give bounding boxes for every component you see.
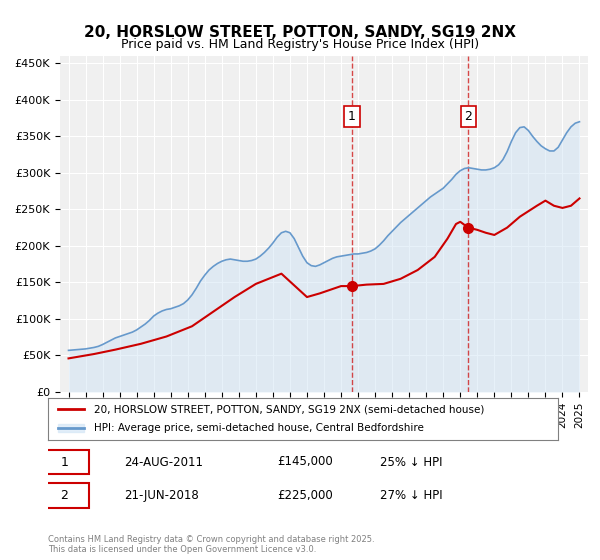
Text: 2: 2 (61, 489, 68, 502)
Text: 25% ↓ HPI: 25% ↓ HPI (380, 455, 442, 469)
Text: 20, HORSLOW STREET, POTTON, SANDY, SG19 2NX: 20, HORSLOW STREET, POTTON, SANDY, SG19 … (84, 25, 516, 40)
Text: £145,000: £145,000 (277, 455, 333, 469)
Text: 1: 1 (61, 455, 68, 469)
FancyBboxPatch shape (40, 483, 89, 508)
Text: 20, HORSLOW STREET, POTTON, SANDY, SG19 2NX (semi-detached house): 20, HORSLOW STREET, POTTON, SANDY, SG19 … (94, 404, 484, 414)
Text: 2: 2 (464, 110, 472, 123)
Text: £225,000: £225,000 (277, 489, 333, 502)
Text: 27% ↓ HPI: 27% ↓ HPI (380, 489, 442, 502)
Text: HPI: Average price, semi-detached house, Central Bedfordshire: HPI: Average price, semi-detached house,… (94, 423, 424, 433)
Text: Price paid vs. HM Land Registry's House Price Index (HPI): Price paid vs. HM Land Registry's House … (121, 38, 479, 51)
Text: 21-JUN-2018: 21-JUN-2018 (125, 489, 199, 502)
FancyBboxPatch shape (40, 450, 89, 474)
Text: 24-AUG-2011: 24-AUG-2011 (125, 455, 203, 469)
Text: Contains HM Land Registry data © Crown copyright and database right 2025.
This d: Contains HM Land Registry data © Crown c… (48, 535, 374, 554)
Text: 1: 1 (348, 110, 356, 123)
